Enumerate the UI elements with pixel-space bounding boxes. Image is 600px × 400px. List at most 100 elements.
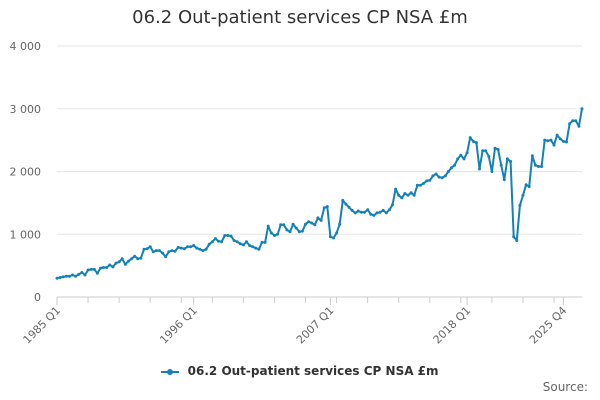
data-point: [403, 192, 407, 195]
data-point: [83, 273, 87, 277]
data-point: [328, 235, 332, 239]
legend-label: 06.2 Out-patient services CP NSA £m: [187, 364, 439, 378]
data-point: [58, 276, 62, 279]
data-point: [400, 196, 404, 200]
data-point: [474, 141, 478, 145]
data-point: [347, 205, 351, 209]
data-point: [266, 224, 270, 228]
data-point: [369, 212, 373, 216]
data-point: [465, 151, 469, 155]
data-point: [307, 220, 311, 224]
data-point: [372, 213, 376, 217]
legend-dot: [167, 368, 174, 375]
data-point: [102, 266, 106, 269]
data-point: [217, 239, 220, 243]
legend-marker: [161, 367, 180, 377]
data-point: [64, 274, 68, 278]
data-point: [74, 274, 78, 278]
data-point: [89, 267, 93, 271]
data-point: [505, 157, 509, 161]
data-point: [300, 229, 304, 233]
legend[interactable]: 06.2 Out-patient services CP NSA £m: [0, 364, 600, 378]
data-point: [251, 245, 255, 249]
data-point: [310, 221, 314, 225]
data-point: [232, 239, 236, 242]
data-point: [530, 154, 534, 158]
data-point: [524, 183, 528, 187]
data-point: [363, 210, 366, 214]
data-point: [210, 240, 214, 244]
data-point: [335, 231, 339, 235]
data-point: [356, 209, 360, 213]
data-point: [509, 160, 513, 163]
data-point: [387, 208, 391, 212]
data-point: [263, 240, 267, 244]
data-point: [425, 179, 429, 183]
data-point: [126, 259, 130, 263]
data-point: [490, 170, 494, 173]
data-point: [223, 234, 227, 237]
data-point: [428, 178, 432, 182]
data-point: [164, 255, 168, 259]
data-point: [257, 247, 261, 251]
data-point: [276, 232, 280, 236]
data-point: [521, 193, 525, 197]
data-point: [77, 272, 81, 276]
data-point: [577, 124, 581, 128]
data-point: [540, 165, 544, 168]
x-axis: 1985 Q1 1996 Q1 2007 Q1 2018 Q1 2025 Q4: [21, 296, 582, 347]
data-point: [304, 222, 307, 226]
data-point: [325, 205, 329, 209]
data-point: [512, 235, 516, 239]
data-point: [201, 249, 205, 253]
data-point: [238, 242, 242, 246]
data-point: [179, 246, 183, 250]
data-point: [241, 243, 245, 247]
data-point: [148, 245, 152, 249]
x-tick-label: 2018 Q1: [431, 304, 474, 347]
data-point: [226, 234, 230, 237]
data-point: [245, 240, 248, 244]
data-point: [338, 222, 342, 226]
data-point: [108, 263, 112, 267]
data-point: [67, 274, 71, 278]
data-point: [254, 246, 258, 250]
x-tick-label: 1985 Q1: [21, 304, 64, 347]
data-point: [450, 166, 453, 170]
data-point: [186, 245, 189, 249]
data-point: [95, 271, 99, 275]
data-point: [478, 167, 481, 171]
data-point: [71, 273, 74, 277]
y-tick-label: 0: [34, 291, 41, 304]
data-point: [558, 137, 562, 141]
data-point: [123, 262, 127, 266]
data-point: [294, 226, 298, 230]
data-point: [471, 139, 475, 143]
data-point: [133, 254, 137, 258]
data-point: [341, 198, 345, 202]
data-point: [484, 149, 488, 153]
data-point: [453, 163, 457, 167]
x-tick-label: 1996 Q1: [157, 304, 200, 347]
data-point: [279, 223, 283, 227]
data-point: [105, 266, 109, 269]
data-point: [111, 265, 115, 269]
data-point: [546, 139, 550, 143]
data-point: [269, 231, 273, 235]
data-point: [282, 223, 286, 227]
data-point: [220, 240, 224, 244]
data-point: [117, 260, 121, 264]
data-point: [406, 193, 410, 197]
data-point: [549, 138, 553, 142]
data-point: [213, 237, 217, 241]
data-point: [462, 157, 466, 161]
data-point: [145, 247, 149, 251]
data-point: [415, 183, 419, 187]
data-point: [533, 163, 537, 167]
data-point: [459, 153, 463, 157]
data-point: [198, 247, 202, 251]
data-point: [409, 191, 413, 195]
y-axis: 0 1 000 2 000 3 000 4 000: [10, 40, 42, 304]
data-point: [322, 206, 326, 210]
